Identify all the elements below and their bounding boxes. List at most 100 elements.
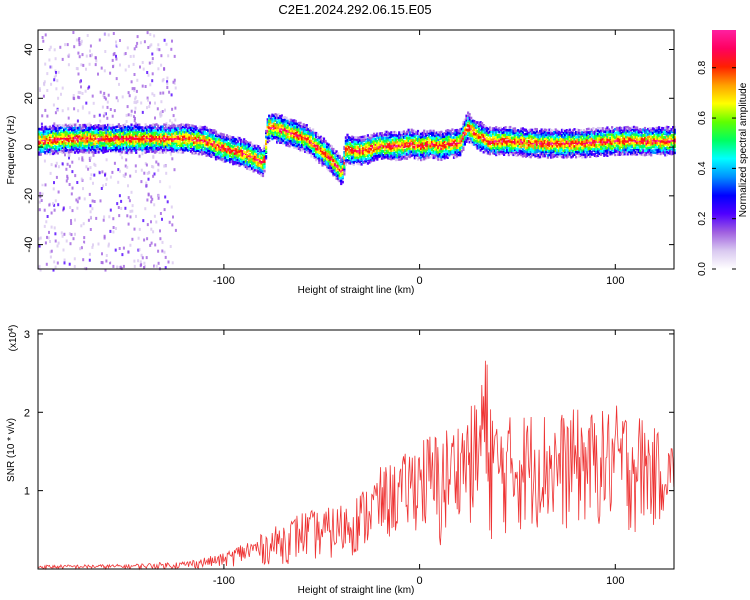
heat-cell [119,132,122,136]
heat-cell [333,168,337,172]
heat-cell [529,128,532,132]
heat-cell [304,128,307,131]
heat-cell [85,67,87,71]
heat-cell [186,149,189,152]
heat-cell [531,144,534,147]
heat-cell [163,250,166,254]
heat-cell [321,143,324,147]
heat-cell [485,129,488,133]
heat-cell [133,264,136,268]
heat-cell [175,128,178,131]
heat-cell [279,136,282,140]
heat-cell [518,134,521,138]
heat-cell [150,145,153,149]
heat-cell [507,144,510,147]
heat-cell [88,122,91,126]
heat-cell [396,151,399,155]
heat-cell [218,148,221,151]
heat-cell [116,129,119,132]
heat-cell [263,155,266,159]
heat-cell [438,150,441,153]
heat-cell [407,130,410,134]
heat-cell [189,124,193,127]
heat-cell [399,143,402,146]
heat-cell [473,140,476,144]
heat-cell [81,156,84,160]
heat-cell [490,127,493,130]
heat-cell [376,143,379,147]
heat-cell [133,144,136,147]
heat-cell [540,142,543,146]
heat-cell [573,131,576,135]
heat-cell [252,152,255,155]
heat-cell [556,151,559,154]
heat-cell [413,132,416,135]
heat-cell [71,209,74,213]
heat-cell [351,140,354,143]
heat-cell [175,144,178,147]
heat-cell [307,130,310,133]
heat-cell [227,148,230,151]
heat-cell [200,131,203,135]
heat-cell [416,135,420,139]
heat-cell [211,153,214,156]
heat-cell [148,61,151,65]
heat-cell [518,138,521,142]
heat-cell [477,133,481,136]
heat-cell [97,128,100,131]
heat-cell [388,138,391,142]
heat-cell [77,51,80,55]
heat-cell [236,158,239,161]
heat-cell [351,148,354,152]
heat-cell [560,130,564,133]
heat-cell [560,128,564,132]
heat-cell [163,148,166,152]
heat-cell [424,156,427,160]
heat-cell [141,148,144,152]
heat-cell [446,133,449,136]
heat-cell [424,150,427,154]
heat-cell [191,151,194,155]
heat-cell [103,234,106,238]
heat-cell [539,153,542,156]
heat-cell [293,146,296,149]
heat-cell [549,147,553,150]
heat-cell [211,151,214,154]
heat-cell [479,133,482,137]
heat-cell [551,141,554,145]
heat-cell [83,236,86,240]
heat-cell [111,148,114,152]
heat-cell [149,130,152,134]
heat-cell [571,144,574,147]
heat-cell [243,154,246,158]
heat-cell [38,148,41,151]
heat-cell [175,149,178,152]
heat-cell [80,146,83,150]
heat-cell [496,150,499,154]
heat-cell [573,133,576,137]
heat-cell [73,265,76,268]
heat-cell [186,137,189,140]
heat-cell [567,141,570,145]
heat-cell [431,142,434,146]
heat-cell [446,129,449,132]
heat-cell [158,131,161,134]
heat-cell [58,145,61,149]
heat-cell [398,132,401,136]
heat-cell [86,150,89,154]
heat-cell [384,140,387,143]
heat-cell [121,129,124,132]
heat-cell [127,196,130,200]
heat-cell [293,122,296,125]
heat-cell [241,140,244,143]
heat-cell [524,141,528,145]
heat-cell [297,121,301,125]
heat-cell [160,125,163,129]
heat-cell [371,158,374,161]
heat-cell [468,140,471,144]
heat-cell [506,140,509,143]
heat-cell [172,138,175,141]
heat-cell [553,147,556,150]
heat-cell [221,157,224,161]
heat-cell [280,134,283,138]
